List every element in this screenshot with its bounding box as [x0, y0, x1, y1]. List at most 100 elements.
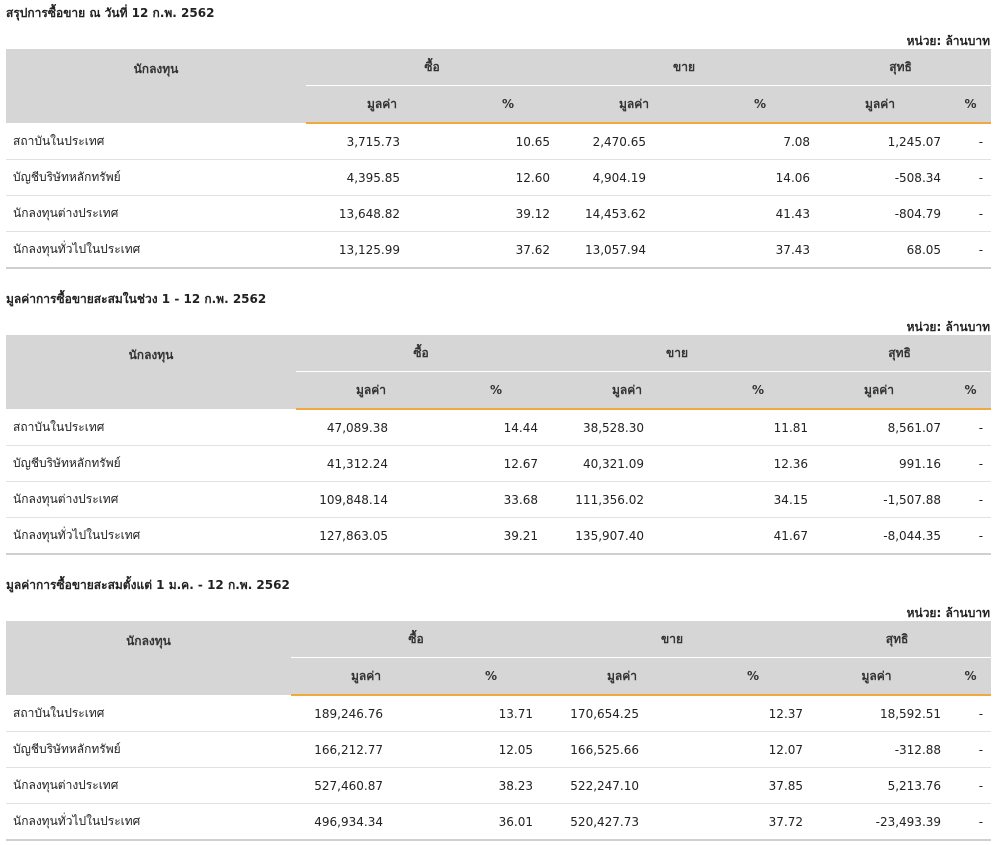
buy-value-cell: 127,863.05 — [296, 517, 446, 555]
table-row: บัญชีบริษัทหลักทรัพย์ 166,212.77 12.05 166,… — [6, 731, 992, 768]
investor-name-cell: บัญชีบริษัทหลักทรัพย์ — [6, 731, 291, 768]
buy-pct-cell: 39.12 — [458, 195, 559, 232]
sell-pct-cell: 12.37 — [703, 695, 804, 732]
buy-pct-cell: 12.67 — [446, 445, 547, 482]
net-value-header: มูลค่า — [803, 657, 951, 696]
net-value-cell: -508.34 — [810, 159, 951, 196]
net-pct-cell: - — [950, 231, 992, 269]
buy-value-cell: 496,934.34 — [291, 803, 441, 841]
buy-value-cell: 13,648.82 — [306, 195, 458, 232]
net-pct-cell: - — [950, 195, 992, 232]
buy-value-cell: 47,089.38 — [296, 409, 446, 446]
net-pct-cell: - — [950, 481, 992, 518]
buy-pct-cell: 36.01 — [441, 803, 542, 841]
buy-pct-header: % — [446, 371, 547, 410]
table-row: นักลงทุนทั่วไปในประเทศ 13,125.99 37.62 13,0… — [6, 231, 992, 269]
buy-pct-cell: 12.05 — [441, 731, 542, 768]
sell-pct-header: % — [710, 85, 811, 124]
sell-pct-cell: 12.36 — [708, 445, 809, 482]
sell-header: ขาย — [546, 335, 809, 372]
table-row: สถาบันในประเทศ 47,089.38 14.44 38,528.30 11.… — [6, 409, 992, 446]
net-value-cell: -23,493.39 — [803, 803, 951, 841]
table-row: บัญชีบริษัทหลักทรัพย์ 41,312.24 12.67 40,32… — [6, 445, 992, 482]
net-pct-cell: - — [950, 159, 992, 196]
sell-pct-cell: 12.07 — [703, 731, 804, 768]
sell-pct-cell: 41.43 — [710, 195, 811, 232]
buy-value-cell: 109,848.14 — [296, 481, 446, 518]
investor-name-cell: บัญชีบริษัทหลักทรัพย์ — [6, 445, 296, 482]
investor-name-cell: นักลงทุนต่างประเทศ — [6, 767, 291, 804]
net-value-cell: -312.88 — [803, 731, 951, 768]
buy-header: ซื้อ — [296, 335, 547, 372]
section-title: มูลค่าการซื้อขายสะสมตั้งแต่ 1 ม.ค. - 12 … — [6, 578, 290, 592]
net-pct-header: % — [950, 657, 992, 696]
sell-pct-cell: 37.72 — [703, 803, 804, 841]
buy-value-cell: 527,460.87 — [291, 767, 441, 804]
sell-pct-cell: 7.08 — [710, 123, 811, 160]
sell-value-cell: 166,525.66 — [541, 731, 704, 768]
buy-value-cell: 189,246.76 — [291, 695, 441, 732]
buy-pct-cell: 33.68 — [446, 481, 547, 518]
buy-pct-cell: 13.71 — [441, 695, 542, 732]
sell-value-header: มูลค่า — [541, 657, 704, 696]
net-pct-cell: - — [950, 409, 992, 446]
table-row: นักลงทุนต่างประเทศ 109,848.14 33.68 111,356… — [6, 481, 992, 518]
table-row: นักลงทุนทั่วไปในประเทศ 496,934.34 36.01 520… — [6, 803, 992, 841]
buy-value-cell: 166,212.77 — [291, 731, 441, 768]
table-row: นักลงทุนต่างประเทศ 527,460.87 38.23 522,247… — [6, 767, 992, 804]
investor-name-cell: สถาบันในประเทศ — [6, 695, 291, 732]
net-pct-header: % — [950, 371, 992, 410]
buy-pct-cell: 10.65 — [458, 123, 559, 160]
net-value-cell: 18,592.51 — [803, 695, 951, 732]
buy-value-cell: 41,312.24 — [296, 445, 446, 482]
sell-header: ขาย — [558, 49, 811, 86]
table-row: สถาบันในประเทศ 3,715.73 10.65 2,470.65 7.08 1… — [6, 123, 992, 160]
section-title: มูลค่าการซื้อขายสะสมในช่วง 1 - 12 ก.พ. 2… — [6, 292, 267, 306]
net-value-cell: -1,507.88 — [808, 481, 951, 518]
net-pct-cell: - — [950, 767, 992, 804]
net-value-header: มูลค่า — [808, 371, 951, 410]
buy-pct-cell: 14.44 — [446, 409, 547, 446]
buy-pct-cell: 12.60 — [458, 159, 559, 196]
sell-value-cell: 522,247.10 — [541, 767, 704, 804]
investor-header: นักลงทุน — [6, 335, 296, 409]
net-pct-cell: - — [950, 123, 992, 160]
sell-header: ขาย — [541, 621, 804, 658]
net-header: สุทธิ — [803, 621, 992, 658]
sell-pct-header: % — [703, 657, 804, 696]
sell-pct-cell: 11.81 — [708, 409, 809, 446]
sell-pct-cell: 41.67 — [708, 517, 809, 555]
trading-table: นักลงทุน ซื้อ ขาย สุทธิ มูลค่า % มูลค่า … — [6, 49, 992, 269]
net-pct-header: % — [950, 85, 992, 124]
sell-value-cell: 111,356.02 — [546, 481, 709, 518]
net-value-cell: 991.16 — [808, 445, 951, 482]
table-body: สถาบันในประเทศ 189,246.76 13.71 170,654.25 1… — [6, 695, 992, 841]
table-body: สถาบันในประเทศ 47,089.38 14.44 38,528.30 11.… — [6, 409, 992, 555]
buy-value-cell: 3,715.73 — [306, 123, 458, 160]
investor-name-cell: สถาบันในประเทศ — [6, 409, 296, 446]
net-value-cell: -804.79 — [810, 195, 951, 232]
net-pct-cell: - — [950, 517, 992, 555]
section-title: สรุปการซื้อขาย ณ วันที่ 12 ก.พ. 2562 — [6, 6, 215, 20]
sell-pct-cell: 34.15 — [708, 481, 809, 518]
table-body: สถาบันในประเทศ 3,715.73 10.65 2,470.65 7.08 1… — [6, 123, 992, 269]
net-value-cell: 1,245.07 — [810, 123, 951, 160]
sell-value-cell: 14,453.62 — [558, 195, 711, 232]
buy-header: ซื้อ — [306, 49, 559, 86]
investor-name-cell: สถาบันในประเทศ — [6, 123, 306, 160]
investor-name-cell: นักลงทุนต่างประเทศ — [6, 481, 296, 518]
investor-header: นักลงทุน — [6, 49, 306, 123]
buy-pct-cell: 37.62 — [458, 231, 559, 269]
unit-label: หน่วย: ล้านบาท — [906, 320, 990, 334]
net-pct-cell: - — [950, 445, 992, 482]
buy-value-header: มูลค่า — [306, 85, 458, 124]
sell-value-cell: 13,057.94 — [558, 231, 711, 269]
sell-value-header: มูลค่า — [558, 85, 711, 124]
sell-value-cell: 40,321.09 — [546, 445, 709, 482]
sell-pct-cell: 14.06 — [710, 159, 811, 196]
sell-value-cell: 170,654.25 — [541, 695, 704, 732]
table-row: นักลงทุนต่างประเทศ 13,648.82 39.12 14,453.6… — [6, 195, 992, 232]
buy-value-cell: 13,125.99 — [306, 231, 458, 269]
net-value-header: มูลค่า — [810, 85, 951, 124]
buy-pct-header: % — [458, 85, 559, 124]
